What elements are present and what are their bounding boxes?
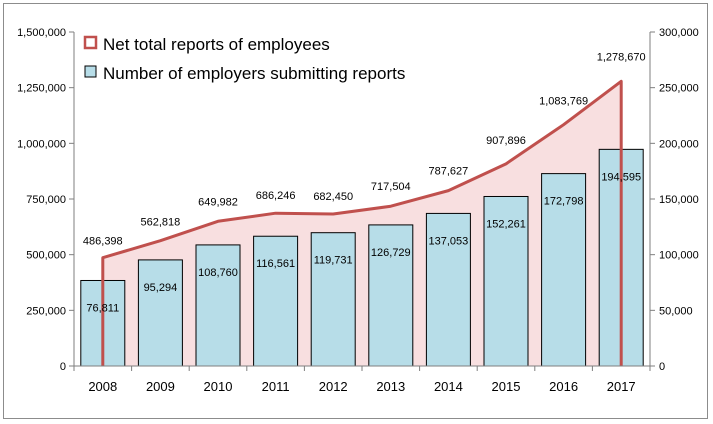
area-value-label: 1,083,769 [539, 96, 588, 108]
bar-employers-2014 [425, 212, 471, 367]
bar-value-label: 172,798 [544, 196, 584, 208]
x-category-label: 2009 [146, 379, 175, 394]
left-tick-label: 1,250,000 [17, 83, 66, 95]
right-tick-label: 250,000 [659, 83, 699, 95]
legend-swatch-net-total-reports [83, 35, 98, 50]
bar-employers-2011 [253, 235, 299, 367]
x-category-label: 2017 [607, 379, 636, 394]
area-value-label: 1,278,670 [597, 51, 646, 63]
legend-label-net-total-reports: Net total reports of employees [103, 35, 330, 54]
bar-employers-2012 [310, 232, 356, 367]
left-tick-label: 1,000,000 [17, 138, 66, 150]
legend-label-employers: Number of employers submitting reports [103, 64, 405, 83]
right-tick-label: 300,000 [659, 27, 699, 39]
bar-employers-2016 [541, 173, 587, 367]
right-tick-label: 150,000 [659, 194, 699, 206]
area-value-label: 562,818 [141, 217, 181, 229]
area-value-label: 717,504 [371, 181, 411, 193]
left-tick-label: 0 [60, 361, 66, 373]
x-category-label: 2013 [376, 379, 405, 394]
x-category-label: 2014 [434, 379, 463, 394]
right-tick-label: 100,000 [659, 250, 699, 262]
bar-value-label: 152,261 [486, 218, 526, 230]
right-tick-label: 50,000 [659, 305, 693, 317]
bar-value-label: 95,294 [144, 282, 178, 294]
x-category-label: 2016 [549, 379, 578, 394]
bar-value-label: 126,729 [371, 247, 411, 259]
bar-value-label: 137,053 [429, 235, 469, 247]
area-value-label: 907,896 [486, 135, 526, 147]
right-tick-label: 200,000 [659, 138, 699, 150]
bar-value-label: 119,731 [314, 255, 353, 267]
left-tick-label: 500,000 [26, 250, 66, 262]
area-value-label: 649,982 [198, 196, 238, 208]
left-tick-label: 250,000 [26, 305, 66, 317]
bar-employers-2009 [137, 259, 183, 367]
area-value-label: 787,627 [429, 166, 469, 178]
bar-value-label: 194,595 [601, 171, 641, 183]
bar-employers-2010 [195, 244, 241, 367]
bar-value-label: 116,561 [256, 258, 295, 270]
x-category-label: 2015 [492, 379, 521, 394]
left-tick-label: 750,000 [26, 194, 66, 206]
x-category-label: 2012 [319, 379, 348, 394]
right-tick-label: 0 [659, 361, 665, 373]
x-category-label: 2011 [262, 379, 290, 394]
area-value-label: 682,450 [313, 191, 353, 203]
bar-employers-2015 [483, 195, 529, 367]
x-category-label: 2010 [204, 379, 233, 394]
area-value-label: 686,246 [256, 190, 296, 202]
left-tick-label: 1,500,000 [17, 27, 66, 39]
x-category-label: 2008 [88, 379, 117, 394]
area-line-net-total-reports [101, 79, 623, 366]
bar-value-label: 108,760 [198, 267, 238, 279]
legend-swatch-employers [84, 65, 97, 78]
area-value-label: 486,398 [83, 236, 123, 248]
bar-value-label: 76,811 [86, 302, 119, 314]
